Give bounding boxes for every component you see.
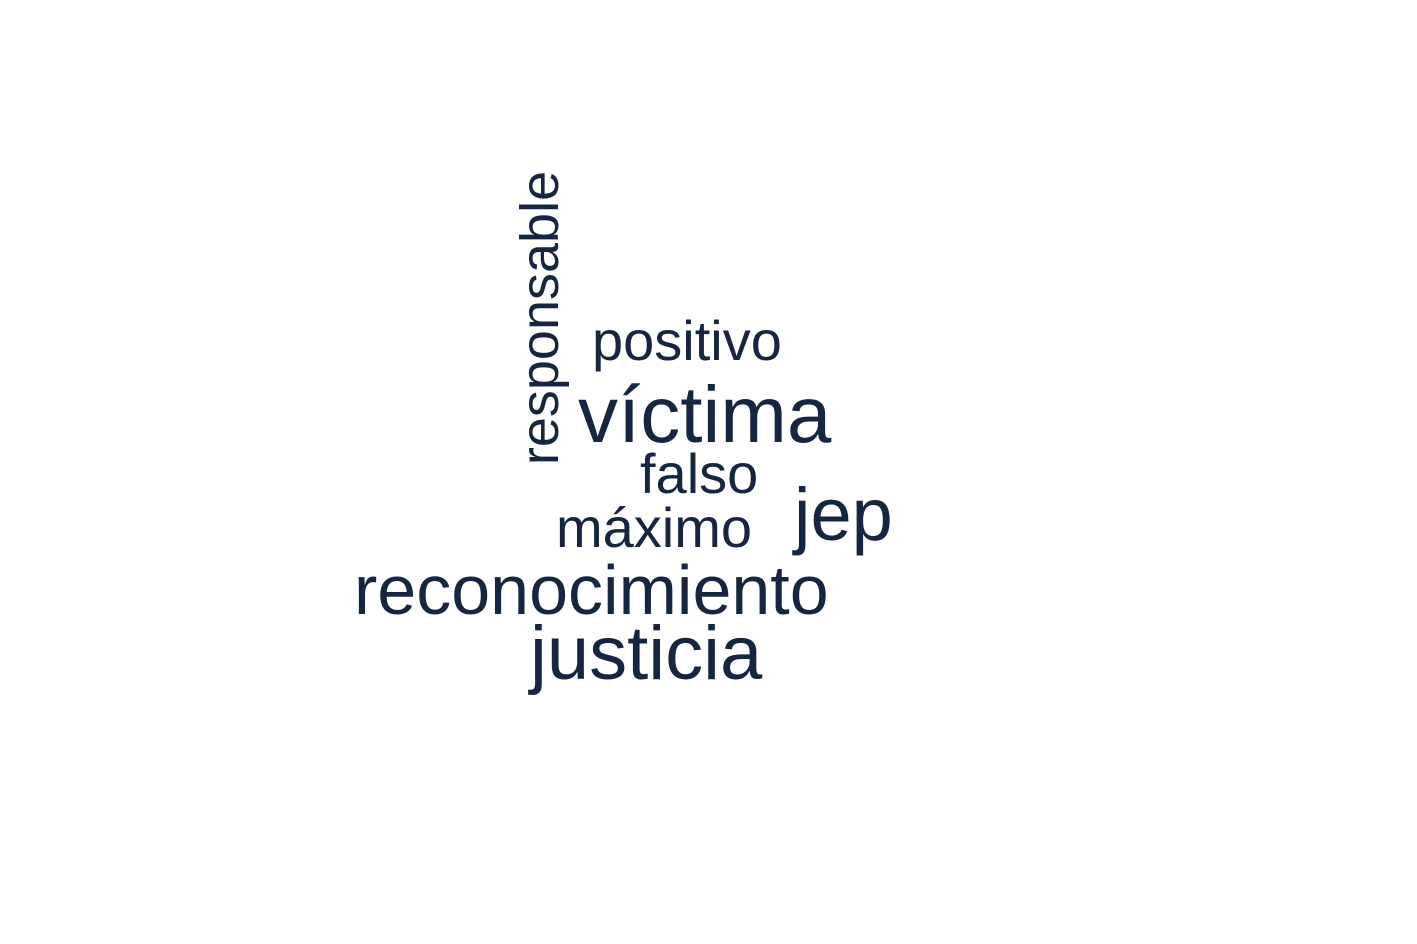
word-maximo: máximo [556,496,753,559]
word-jep: jep [794,473,893,556]
word-victima: víctima [578,370,832,459]
word-responsable: responsable [510,170,570,466]
word-falso: falso [640,442,759,505]
word-reconocimiento: reconocimiento [354,551,829,629]
word-positivo: positivo [592,309,782,372]
word-justicia: justicia [530,611,763,696]
